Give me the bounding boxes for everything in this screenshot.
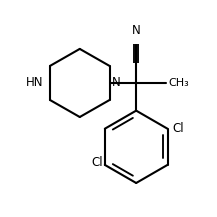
Text: Cl: Cl [91,156,103,169]
Text: N: N [112,76,120,89]
Text: CH₃: CH₃ [168,78,189,88]
Text: HN: HN [26,76,44,89]
Text: Cl: Cl [173,122,184,135]
Text: N: N [132,24,141,37]
